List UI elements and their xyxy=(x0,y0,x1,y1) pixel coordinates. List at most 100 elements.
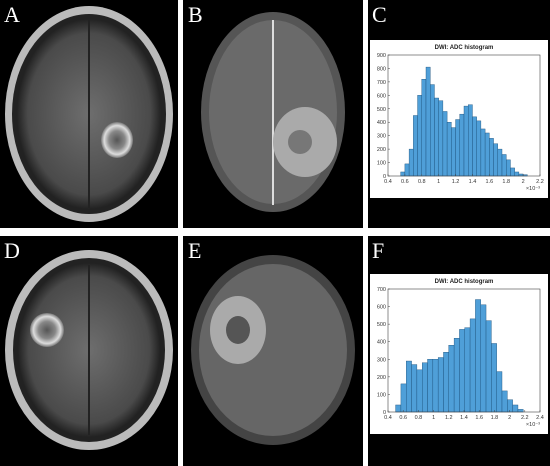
x-tick-label: 1 xyxy=(432,415,435,421)
panel-label: B xyxy=(188,2,203,27)
x-tick-label: 0.4 xyxy=(384,415,392,421)
bar xyxy=(518,173,524,177)
panel-label: F xyxy=(372,238,384,263)
x-tick-label: 1.2 xyxy=(445,415,453,421)
x-exponent: ×10⁻³ xyxy=(526,422,540,428)
x-tick-label: 1 xyxy=(437,179,440,185)
bar xyxy=(485,320,492,413)
y-tick-label: 100 xyxy=(377,392,386,398)
y-tick-label: 500 xyxy=(377,322,386,328)
y-tick-label: 100 xyxy=(377,161,386,167)
bar xyxy=(448,345,455,413)
bar xyxy=(468,104,473,177)
chart-title: DWI: ADC histogram xyxy=(435,279,494,285)
bar xyxy=(425,66,431,177)
bar xyxy=(438,100,444,177)
x-tick-label: 0.8 xyxy=(415,415,423,421)
x-tick-label: 1.4 xyxy=(460,415,468,421)
bar xyxy=(501,390,508,413)
mri-e xyxy=(183,236,363,466)
bar xyxy=(493,143,498,177)
bar xyxy=(507,399,513,413)
x-tick-label: 2 xyxy=(522,179,525,185)
bar xyxy=(408,148,414,177)
x-tick-label: 1.8 xyxy=(491,415,499,421)
bar xyxy=(400,171,406,177)
bar xyxy=(453,338,460,413)
y-tick-label: 500 xyxy=(377,107,386,113)
bar xyxy=(427,359,434,413)
panel-label: E xyxy=(188,238,201,263)
bar xyxy=(442,111,448,177)
bar xyxy=(400,383,407,413)
y-tick-label: 300 xyxy=(377,357,386,363)
bar xyxy=(437,357,444,413)
y-tick-label: 200 xyxy=(377,375,386,381)
bar xyxy=(446,122,452,177)
y-tick-label: 800 xyxy=(377,66,386,72)
mri-d xyxy=(0,236,178,466)
bar xyxy=(510,167,515,177)
y-tick-label: 200 xyxy=(377,147,386,153)
x-exponent: ×10⁻³ xyxy=(526,186,540,192)
bar xyxy=(459,113,465,177)
axes-box xyxy=(387,54,541,177)
y-tick-label: 700 xyxy=(377,287,386,293)
bar xyxy=(491,343,497,413)
bar xyxy=(432,359,439,413)
x-tick-label: 2.4 xyxy=(536,415,544,421)
bar xyxy=(455,119,460,177)
mri-b xyxy=(183,0,363,228)
bar xyxy=(480,304,487,413)
bar xyxy=(464,327,471,413)
bar xyxy=(404,163,410,177)
y-tick-label: 0 xyxy=(383,174,386,180)
bar xyxy=(484,132,490,177)
bar xyxy=(489,138,494,177)
y-tick-label: 700 xyxy=(377,80,386,86)
mri-a xyxy=(0,0,178,228)
bar xyxy=(475,299,481,413)
bar xyxy=(469,318,476,413)
x-tick-label: 2 xyxy=(508,415,511,421)
x-tick-label: 2.2 xyxy=(536,179,544,185)
bar xyxy=(411,364,418,413)
bar xyxy=(434,97,439,177)
x-tick-label: 1.6 xyxy=(475,415,483,421)
x-tick-label: 0.8 xyxy=(418,179,426,185)
y-tick-label: 900 xyxy=(377,53,386,59)
bar xyxy=(463,105,469,177)
x-tick-label: 0.6 xyxy=(401,179,409,185)
bar xyxy=(413,115,418,177)
bar xyxy=(512,404,519,413)
bar xyxy=(416,369,423,413)
x-tick-label: 1.6 xyxy=(486,179,494,185)
panel-label: A xyxy=(4,2,20,27)
bar xyxy=(421,78,427,177)
x-tick-label: 2.2 xyxy=(521,415,529,421)
bar xyxy=(496,371,503,413)
bar xyxy=(497,148,503,177)
x-tick-label: 1.4 xyxy=(469,179,477,185)
panel-label: C xyxy=(372,2,387,27)
bar xyxy=(501,154,507,177)
x-tick-label: 0.6 xyxy=(399,415,407,421)
bar xyxy=(514,171,520,177)
x-tick-label: 1.8 xyxy=(502,179,510,185)
x-tick-label: 1.2 xyxy=(452,179,460,185)
bar xyxy=(422,362,428,413)
y-tick-label: 600 xyxy=(377,93,386,99)
bar xyxy=(517,409,524,413)
y-tick-label: 400 xyxy=(377,340,386,346)
y-tick-label: 400 xyxy=(377,120,386,126)
bar xyxy=(417,95,422,177)
bar xyxy=(506,159,511,177)
panel-label: D xyxy=(4,238,20,263)
bar xyxy=(459,329,465,413)
y-tick-label: 0 xyxy=(383,410,386,416)
y-tick-label: 300 xyxy=(377,134,386,140)
bar xyxy=(430,84,435,177)
bar xyxy=(480,128,486,177)
bar xyxy=(395,404,402,413)
